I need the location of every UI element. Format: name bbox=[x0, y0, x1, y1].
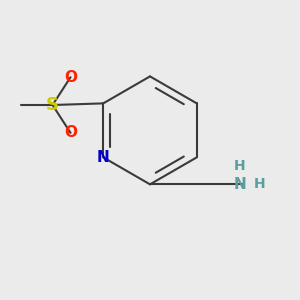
Text: H: H bbox=[254, 177, 266, 191]
Text: N: N bbox=[97, 150, 110, 165]
Text: N: N bbox=[234, 177, 246, 192]
Text: O: O bbox=[64, 125, 77, 140]
Text: O: O bbox=[64, 70, 77, 85]
Text: H: H bbox=[234, 159, 246, 173]
Text: S: S bbox=[46, 96, 59, 114]
